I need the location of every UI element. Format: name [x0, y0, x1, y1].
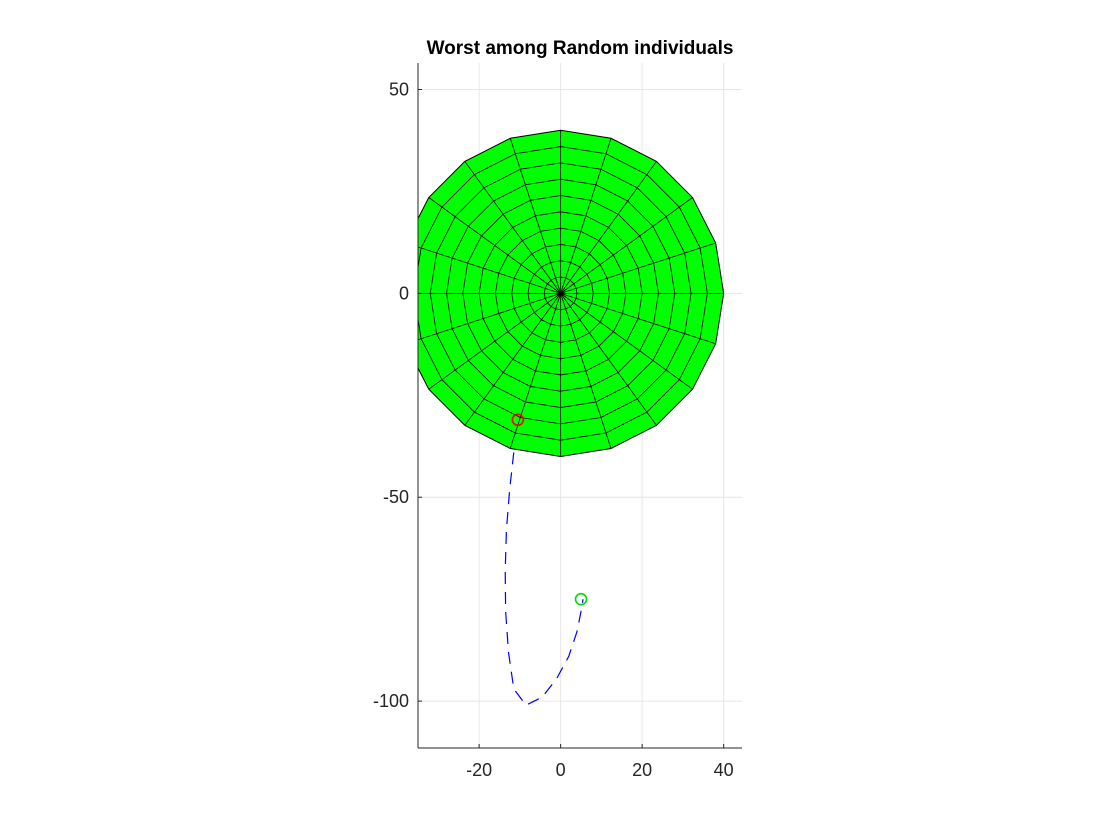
- series-line: [504, 452, 584, 706]
- y-tick-label: -50: [383, 487, 409, 507]
- disk-spoke: [418, 246, 561, 294]
- x-tick-label: 0: [556, 760, 566, 780]
- disk-spoke: [464, 293, 561, 426]
- disk-spoke: [509, 138, 562, 294]
- marker-circle: [511, 413, 525, 427]
- y-tick-label: 0: [399, 283, 409, 303]
- disk-spoke: [509, 293, 562, 449]
- x-tick-label: 20: [632, 760, 652, 780]
- disk-spoke: [560, 242, 716, 294]
- disk-spoke: [560, 293, 693, 390]
- axes: [417, 63, 742, 749]
- marker-circle: [574, 592, 588, 606]
- disk-spoke: [560, 138, 612, 294]
- x-tick-label: 40: [714, 760, 734, 780]
- tick-labels: -20 0 20 40 50 0 -50 -100: [373, 80, 734, 780]
- x-tick-label: -20: [466, 760, 492, 780]
- disk-mesh: [418, 129, 725, 457]
- disk-spoke: [560, 293, 657, 426]
- series-layer: [504, 452, 584, 706]
- y-tick-label: 50: [389, 80, 409, 100]
- y-tick-label: -100: [373, 691, 409, 711]
- disk-spoke: [560, 292, 716, 345]
- disk-spoke: [428, 197, 561, 294]
- disk-spoke: [560, 293, 612, 449]
- chart-title: Worst among Random individuals: [427, 38, 734, 59]
- disk-spoke: [418, 292, 561, 341]
- disk-spoke: [560, 197, 693, 294]
- marker-layer: [511, 413, 588, 606]
- disk-spoke: [428, 293, 561, 390]
- disk-spoke: [560, 161, 657, 294]
- disk-ring: [418, 146, 708, 441]
- disk-spoke: [464, 161, 561, 294]
